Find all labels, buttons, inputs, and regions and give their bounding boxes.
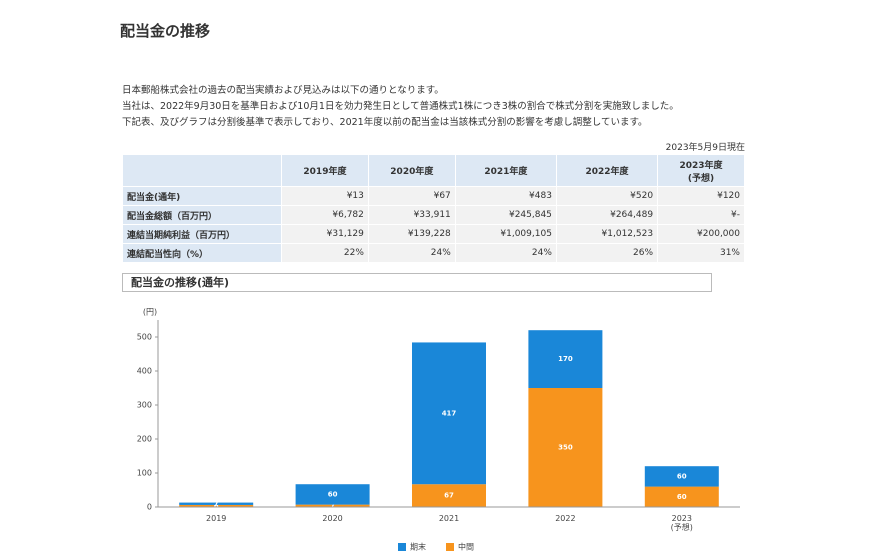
dividend-table: 2019年度 2020年度 2021年度 2022年度 2023年度 (予想) 配当金(通…	[122, 154, 745, 263]
table-row: 配当金(通年) ¥13 ¥67 ¥483 ¥520 ¥120	[123, 187, 744, 205]
y-tick-label: 100	[137, 469, 152, 478]
value-cell: ¥6,782	[282, 206, 368, 224]
page-title: 配当金の推移	[120, 22, 211, 40]
data-label: 170	[558, 355, 573, 363]
header-cell: 2022年度	[556, 155, 658, 186]
table-row: 連結当期純利益（百万円） ¥31,129 ¥139,228 ¥1,009,105 ¥1,…	[123, 225, 744, 243]
x-tick-label: 2019	[206, 514, 226, 523]
value-cell: 22%	[282, 244, 368, 262]
corner-cell	[123, 155, 281, 186]
bar-segment	[412, 342, 486, 485]
data-label: 7	[214, 500, 219, 508]
x-tick-label: 2022	[555, 514, 575, 523]
x-tick-label: 2021	[439, 514, 459, 523]
value-cell: ¥264,489	[556, 206, 658, 224]
header-cell: 2020年度	[368, 155, 455, 186]
data-label: 60	[328, 490, 338, 498]
data-label: 417	[442, 409, 457, 417]
bar-segment	[295, 504, 370, 507]
legend-swatch	[398, 543, 406, 551]
data-label: 60	[677, 493, 687, 501]
value-cell: ¥67	[368, 187, 455, 205]
x-tick-label: 2023 (予想)	[671, 514, 693, 532]
bar-segment	[412, 484, 486, 507]
legend-label: 中間	[458, 542, 474, 552]
value-cell: ¥483	[455, 187, 556, 205]
value-cell: 24%	[455, 244, 556, 262]
bar-segment	[644, 486, 719, 507]
y-tick-label: 500	[137, 333, 152, 342]
legend-swatch	[446, 543, 454, 551]
data-label: 7	[330, 502, 335, 510]
value-cell: ¥200,000	[658, 225, 744, 243]
row-header: 連結当期純利益（百万円）	[123, 225, 281, 243]
y-tick-label: 0	[147, 503, 152, 512]
y-tick-label: 400	[137, 367, 152, 376]
y-tick-label: 300	[137, 401, 152, 410]
y-tick-label: 200	[137, 435, 152, 444]
section-title: 配当金の推移(通年)	[122, 273, 712, 292]
value-cell: ¥245,845	[455, 206, 556, 224]
data-label: 67	[444, 492, 454, 500]
row-header: 配当金総額（百万円）	[123, 206, 281, 224]
legend-label: 期末	[410, 542, 426, 552]
table-row: 連結配当性向（%） 22% 24% 24% 26% 31%	[123, 244, 744, 262]
data-label: 60	[677, 472, 687, 480]
paragraph: 当社は、2022年9月30日を基準日および10月1日を効力発生日として普通株式1…	[122, 101, 679, 112]
data-label: 6	[214, 502, 219, 510]
value-cell: ¥1,009,105	[455, 225, 556, 243]
value-cell: ¥13	[282, 187, 368, 205]
header-cell: 2021年度	[455, 155, 556, 186]
x-tick-label: 2020	[322, 514, 342, 523]
paragraph: 下記表、及びグラフは分割後基準で表示しており、2021年度以前の配当金は当該株式…	[122, 117, 648, 128]
header-cell: 2019年度	[282, 155, 368, 186]
table-row: 配当金総額（百万円） ¥6,782 ¥33,911 ¥245,845 ¥264,489 ¥…	[123, 206, 744, 224]
bar-segment	[528, 388, 603, 507]
value-cell: ¥520	[556, 187, 658, 205]
data-label: 350	[558, 444, 573, 452]
value-cell: ¥31,129	[282, 225, 368, 243]
value-cell: 31%	[658, 244, 744, 262]
value-cell: 24%	[368, 244, 455, 262]
header-row: 2019年度 2020年度 2021年度 2022年度 2023年度 (予想)	[123, 155, 744, 186]
date-note: 2023年5月9日現在	[665, 143, 745, 153]
paragraph: 日本郵船株式会社の過去の配当実績および見込みは以下の通りとなります。	[122, 85, 444, 96]
value-cell: ¥139,228	[368, 225, 455, 243]
bar-segment	[528, 330, 603, 388]
header-cell: 2023年度 (予想)	[658, 155, 744, 186]
row-header: 配当金(通年)	[123, 187, 281, 205]
bar-segment	[644, 466, 719, 487]
y-unit-label: (円)	[143, 308, 157, 317]
bar-segment	[295, 484, 370, 505]
value-cell: ¥1,012,523	[556, 225, 658, 243]
value-cell: ¥-	[658, 206, 744, 224]
value-cell: 26%	[556, 244, 658, 262]
bar-segment	[179, 502, 254, 505]
value-cell: ¥33,911	[368, 206, 455, 224]
value-cell: ¥120	[658, 187, 744, 205]
bar-segment	[179, 504, 254, 507]
row-header: 連結配当性向（%）	[123, 244, 281, 262]
